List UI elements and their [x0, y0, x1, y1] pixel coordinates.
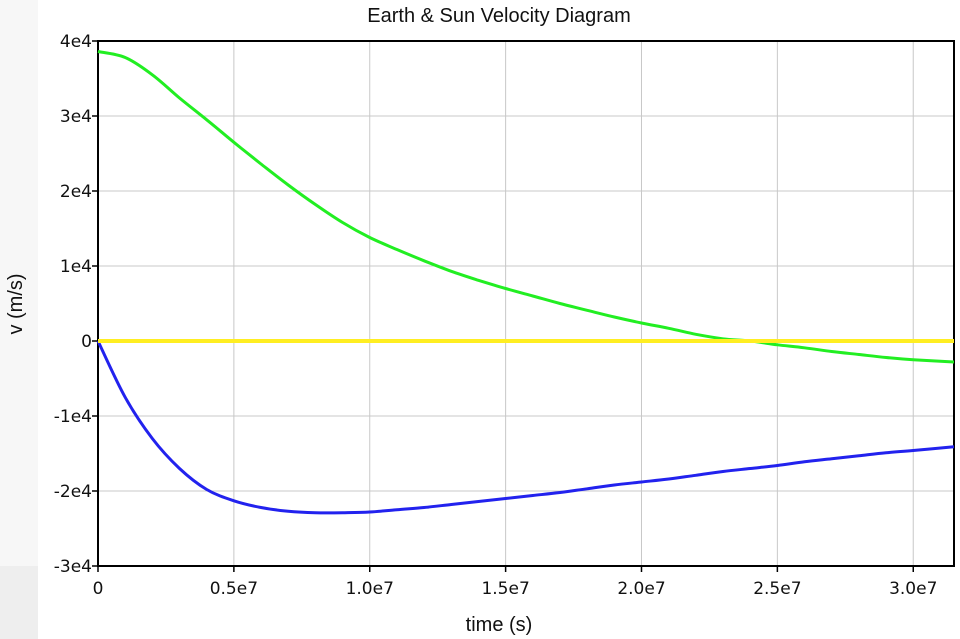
- chart-title: Earth & Sun Velocity Diagram: [367, 5, 630, 27]
- x-tick-label: 0.5e7: [210, 579, 258, 599]
- y-tick-label: -2e4: [54, 482, 92, 502]
- series-layer: [96, 50, 955, 515]
- series-line-green: [97, 50, 955, 364]
- grid-lines: [97, 40, 954, 567]
- bottom-left-strip: [0, 566, 38, 639]
- x-tick-label: 3.0e7: [889, 579, 937, 599]
- x-tick-label: 0: [93, 579, 104, 599]
- y-tick-label: 4e4: [60, 32, 92, 52]
- y-tick-label: 0: [81, 332, 92, 352]
- x-tick-label: 1.0e7: [346, 579, 394, 599]
- x-tick-label: 2.5e7: [753, 579, 801, 599]
- y-tick-label: -1e4: [54, 407, 92, 427]
- x-axis-ticks: 0 0.5e7 1.0e7 1.5e7 2.0e7 2.5e7 3.0e7: [93, 566, 937, 599]
- x-tick-label: 2.0e7: [617, 579, 665, 599]
- x-tick-label: 1.5e7: [481, 579, 529, 599]
- plot-area-border: [97, 40, 955, 567]
- y-tick-label: 2e4: [60, 182, 92, 202]
- y-axis-ticks: 4e4 3e4 2e4 1e4 0 -1e4 -2e4 -3e4: [54, 32, 98, 577]
- series-line-blue: [96, 340, 955, 515]
- y-tick-label: 1e4: [60, 257, 92, 277]
- y-tick-label: 3e4: [60, 107, 92, 127]
- y-axis-label: v (m/s): [5, 273, 27, 334]
- y-tick-label: -3e4: [54, 557, 92, 577]
- x-axis-label: time (s): [466, 614, 533, 636]
- left-margin-strip: [0, 0, 38, 639]
